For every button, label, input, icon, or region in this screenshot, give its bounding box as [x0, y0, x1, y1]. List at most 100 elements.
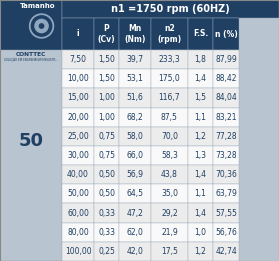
Bar: [0, 0, 62, 50]
Bar: [213, 146, 239, 165]
Text: 100,00: 100,00: [65, 247, 91, 256]
Text: 1,2: 1,2: [194, 132, 206, 141]
Bar: [213, 127, 239, 146]
Bar: [188, 242, 213, 261]
Text: 0,33: 0,33: [98, 209, 115, 218]
Text: 51,6: 51,6: [127, 93, 144, 103]
Text: 0,75: 0,75: [98, 151, 115, 160]
Bar: [151, 184, 188, 204]
Text: 1,4: 1,4: [194, 170, 206, 179]
Text: 1,8: 1,8: [194, 55, 206, 64]
Bar: [119, 146, 151, 165]
Bar: [94, 242, 119, 261]
Bar: [188, 127, 213, 146]
Bar: [94, 18, 119, 50]
Text: 56,76: 56,76: [215, 228, 237, 237]
Text: 175,0: 175,0: [158, 74, 180, 83]
Text: 20,00: 20,00: [67, 113, 89, 122]
Bar: [62, 204, 94, 223]
Circle shape: [30, 14, 54, 38]
Text: 58,3: 58,3: [161, 151, 178, 160]
Bar: [188, 184, 213, 204]
Text: 116,7: 116,7: [158, 93, 180, 103]
Text: 0,50: 0,50: [98, 189, 115, 198]
Circle shape: [35, 19, 48, 33]
Bar: [119, 108, 151, 127]
Text: F.S.: F.S.: [193, 29, 208, 39]
Bar: [94, 127, 119, 146]
Bar: [62, 146, 94, 165]
Bar: [151, 146, 188, 165]
Bar: [213, 18, 239, 50]
Text: 0,25: 0,25: [98, 247, 115, 256]
Bar: [62, 223, 94, 242]
Text: 53,1: 53,1: [127, 74, 144, 83]
Circle shape: [39, 24, 44, 28]
Text: 50,00: 50,00: [67, 189, 89, 198]
Bar: [0, 0, 62, 261]
Text: 1,4: 1,4: [194, 74, 206, 83]
Text: 1,2: 1,2: [194, 247, 206, 256]
Bar: [94, 108, 119, 127]
Text: 1,50: 1,50: [98, 55, 115, 64]
Bar: [151, 18, 188, 50]
Bar: [119, 127, 151, 146]
Text: 73,28: 73,28: [215, 151, 237, 160]
Text: 1,3: 1,3: [194, 151, 206, 160]
Text: 77,28: 77,28: [215, 132, 237, 141]
Bar: [188, 204, 213, 223]
Bar: [213, 223, 239, 242]
Bar: [62, 88, 94, 108]
Bar: [151, 50, 188, 69]
Text: n2
(rpm): n2 (rpm): [157, 24, 181, 44]
Text: 0,75: 0,75: [98, 132, 115, 141]
Text: 42,0: 42,0: [127, 247, 144, 256]
Text: 80,00: 80,00: [67, 228, 89, 237]
Bar: [62, 18, 94, 50]
Text: 30,00: 30,00: [67, 151, 89, 160]
Text: 35,0: 35,0: [161, 189, 178, 198]
Text: 50: 50: [18, 132, 44, 150]
Text: 10,00: 10,00: [67, 74, 89, 83]
Bar: [213, 204, 239, 223]
Bar: [119, 223, 151, 242]
Bar: [119, 18, 151, 50]
Text: 29,2: 29,2: [161, 209, 178, 218]
Text: 42,74: 42,74: [215, 247, 237, 256]
Text: 1,50: 1,50: [98, 74, 115, 83]
Bar: [151, 242, 188, 261]
Text: 0,33: 0,33: [98, 228, 115, 237]
Text: 25,00: 25,00: [67, 132, 89, 141]
Bar: [62, 127, 94, 146]
Bar: [213, 88, 239, 108]
Text: 21,9: 21,9: [161, 228, 178, 237]
Bar: [151, 127, 188, 146]
Text: Mn
(Nm): Mn (Nm): [124, 24, 146, 44]
Text: 47,2: 47,2: [127, 209, 144, 218]
Text: 87,5: 87,5: [161, 113, 178, 122]
Bar: [94, 204, 119, 223]
Bar: [188, 50, 213, 69]
Circle shape: [31, 16, 52, 36]
Bar: [188, 108, 213, 127]
Bar: [188, 223, 213, 242]
Bar: [94, 223, 119, 242]
Bar: [62, 108, 94, 127]
Bar: [62, 242, 94, 261]
Bar: [213, 50, 239, 69]
Bar: [119, 204, 151, 223]
Bar: [188, 165, 213, 184]
Text: 43,8: 43,8: [161, 170, 178, 179]
Text: 58,0: 58,0: [127, 132, 144, 141]
Bar: [119, 242, 151, 261]
Text: CONTTEC: CONTTEC: [16, 52, 46, 57]
Bar: [119, 88, 151, 108]
Bar: [213, 69, 239, 88]
Bar: [94, 165, 119, 184]
Bar: [94, 50, 119, 69]
Text: 40,00: 40,00: [67, 170, 89, 179]
Text: 0,50: 0,50: [98, 170, 115, 179]
Bar: [213, 165, 239, 184]
Bar: [119, 184, 151, 204]
Bar: [151, 204, 188, 223]
